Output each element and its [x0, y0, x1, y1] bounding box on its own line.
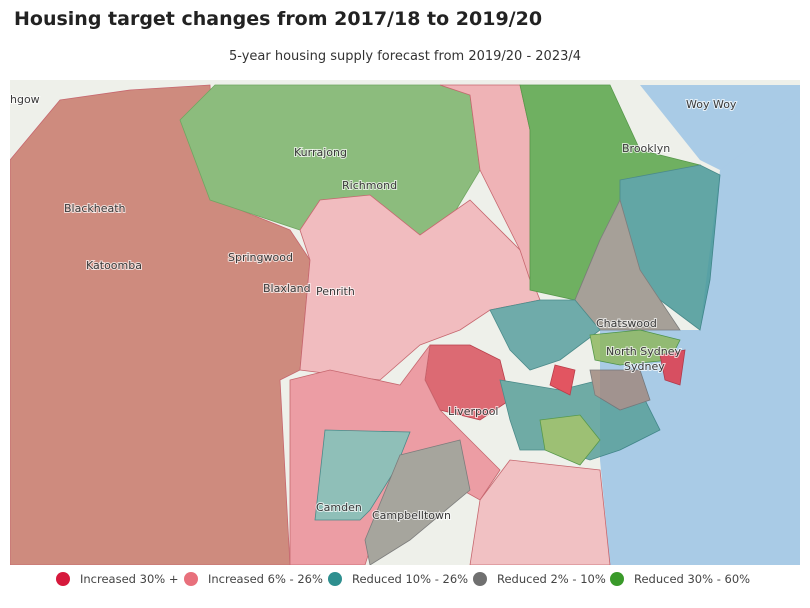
place-label: Sydney [624, 360, 665, 373]
legend-item[interactable]: Reduced 2% - 10% [473, 572, 606, 586]
place-label: Brooklyn [622, 142, 670, 155]
legend-swatch [184, 572, 198, 586]
legend: Increased 30% + Increased 6% - 26% Reduced… [0, 572, 810, 594]
place-label: Campbelltown [372, 509, 451, 522]
place-label: Blackheath [64, 202, 126, 215]
place-label: Springwood [228, 251, 293, 264]
region-inner [589, 369, 651, 411]
place-label: Penrith [316, 285, 355, 298]
legend-label: Reduced 30% - 60% [634, 572, 751, 586]
region-west [10, 84, 311, 565]
place-label: Liverpool [448, 405, 498, 418]
legend-item[interactable]: Reduced 10% - 26% [328, 572, 468, 586]
place-label: Blaxland [263, 282, 311, 295]
region-red-a [549, 364, 576, 396]
place-label: Kurrajong [294, 146, 347, 159]
legend-swatch [610, 572, 624, 586]
map: hgow Woy Woy Kurrajong Brooklyn Richmond… [10, 80, 800, 565]
region-campbelltown [364, 439, 471, 565]
region-parramatta [489, 299, 601, 371]
place-label: Woy Woy [686, 98, 737, 111]
title: Housing target changes from 2017/18 to 2… [14, 8, 543, 30]
place-label: Chatswood [596, 317, 657, 330]
sea-north [640, 85, 800, 170]
subtitle: 5-year housing supply forecast from 2019… [228, 49, 582, 64]
legend-swatch [473, 572, 487, 586]
place-label: hgow [10, 93, 40, 106]
legend-swatch [56, 572, 70, 586]
legend-item[interactable]: Reduced 30% - 60% [610, 572, 750, 586]
region-camden [314, 429, 411, 521]
place-label: Katoomba [86, 259, 142, 272]
place-label: Camden [316, 501, 362, 514]
legend-label: Increased 6% - 26% [208, 572, 323, 586]
legend-item[interactable]: Increased 6% - 26% [184, 572, 323, 586]
legend-label: Reduced 10% - 26% [352, 572, 469, 586]
legend-swatch [328, 572, 342, 586]
sea [600, 90, 800, 565]
legend-label: Reduced 2% - 10% [497, 572, 606, 586]
legend-label: Increased 30% + [80, 572, 179, 586]
region-sutherland [469, 459, 611, 565]
region-red-b [659, 349, 686, 386]
place-label: North Sydney [606, 345, 681, 358]
legend-item[interactable]: Increased 30% + [56, 572, 178, 586]
region-canterbury [539, 414, 601, 466]
place-label: Richmond [342, 179, 397, 192]
